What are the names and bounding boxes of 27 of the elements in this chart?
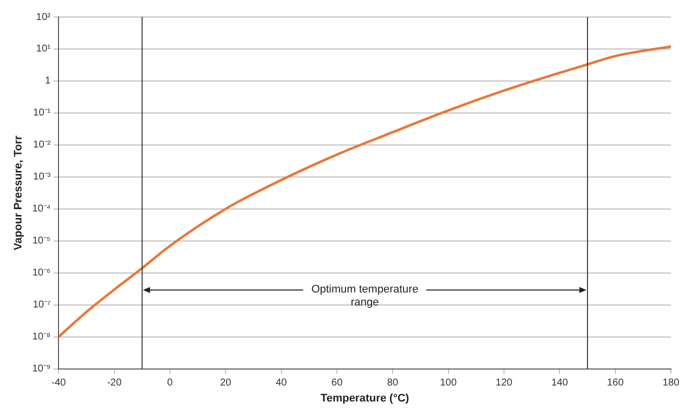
- x-tick-label: 40: [276, 378, 288, 389]
- annotation: Optimum temperature range: [311, 284, 418, 309]
- x-tick-label: 60: [331, 378, 343, 389]
- x-tick-label: 180: [662, 378, 680, 389]
- y-axis-title: Vapour Pressure, Torr: [12, 134, 25, 250]
- y-tick-label: 10⁻⁸: [32, 332, 51, 343]
- x-tick-label: 100: [440, 378, 458, 389]
- x-axis-title: Temperature (°C): [320, 392, 410, 404]
- y-tick-label: 10⁻³: [33, 172, 52, 183]
- x-tick-label: -20: [107, 378, 122, 389]
- y-tick-label: 10⁻⁷: [32, 300, 51, 311]
- x-tick-label: 120: [496, 378, 513, 389]
- x-tick-label: 0: [167, 378, 174, 389]
- x-tick-label: -40: [51, 378, 66, 389]
- y-tick-label: 10¹: [36, 44, 52, 55]
- y-tick-label: 10⁻⁶: [32, 268, 51, 279]
- y-tick-label: 10⁻⁴: [32, 204, 51, 215]
- x-tick-label: 80: [387, 378, 399, 389]
- y-tick-label: 10⁻⁵: [32, 236, 51, 247]
- y-tick-label: 10⁻¹: [33, 108, 52, 119]
- x-tick-label: 140: [551, 378, 568, 389]
- y-tick-label: 1: [45, 76, 52, 87]
- y-tick-label: 10⁻²: [33, 140, 52, 151]
- x-tick-label: 160: [606, 378, 624, 389]
- y-tick-label: 10⁻⁹: [32, 364, 51, 375]
- y-tick-label: 10²: [36, 12, 52, 23]
- x-tick-label: 20: [220, 378, 232, 389]
